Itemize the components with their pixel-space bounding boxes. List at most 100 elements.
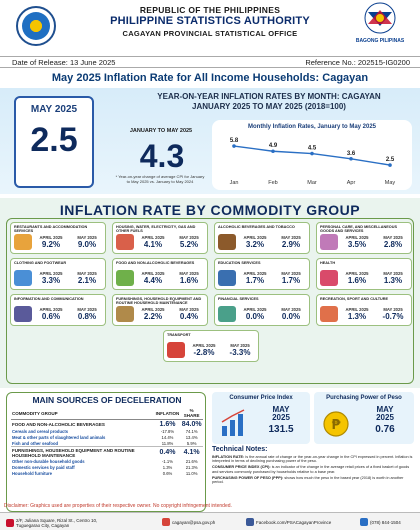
- april-label: APRIL 2025: [345, 235, 369, 240]
- may-label: MAY 2025: [179, 235, 199, 240]
- april-block: APRIL 2025 1.3%: [339, 307, 375, 321]
- email-icon: [162, 518, 170, 526]
- data-point: [271, 149, 275, 154]
- jan-may-label: JANUARY TO MAY 2025: [129, 128, 193, 134]
- april-label: APRIL 2025: [243, 307, 267, 312]
- may-label: MAY 2025: [383, 271, 403, 276]
- col-inflation: INFLATION: [154, 407, 181, 420]
- april-block: APRIL 2025 4.1%: [135, 235, 171, 249]
- april-block: APRIL 2025 1.6%: [339, 271, 375, 285]
- april-value: 1.7%: [245, 276, 265, 285]
- may-value: 0.4%: [179, 312, 199, 321]
- commodity-icon: [14, 234, 32, 250]
- chart-title: Monthly Inflation Rates, January to May …: [247, 124, 377, 130]
- row-share: 84.0%: [181, 420, 202, 428]
- commodity-card: FOOD AND NON-ALCOHOLIC BEVERAGES APRIL 20…: [112, 258, 208, 290]
- may-label: MAY 2025: [383, 307, 403, 312]
- table-row: FURNISHINGS, HOUSEHOLD EQUIPMENT AND ROU…: [11, 446, 203, 458]
- row-commodity: FURNISHINGS, HOUSEHOLD EQUIPMENT AND ROU…: [11, 446, 155, 458]
- may-block: MAY 2025 0.8%: [69, 307, 105, 321]
- may-value: 2.9%: [281, 240, 301, 249]
- ppp-title: Purchasing Power of Peso: [326, 395, 402, 401]
- commodity-name: TRANSPORT: [167, 333, 191, 337]
- row-inflation: -1.1%: [162, 458, 173, 464]
- cpi-month: MAY 2025: [256, 406, 306, 422]
- april-block: APRIL 2025 3.2%: [237, 235, 273, 249]
- commodity-icon: [167, 342, 185, 358]
- data-point: [388, 163, 392, 167]
- phone-number: (078) 844-1504: [370, 519, 401, 525]
- commodity-icon: [116, 306, 134, 322]
- commodity-card: PERSONAL CARE, AND MISCELLANEOUS GOODS A…: [316, 222, 412, 254]
- april-value: 3.2%: [245, 240, 265, 249]
- disclaimer: Disclaimer: Graphics used are properties…: [4, 503, 232, 509]
- commodity-icon: [14, 270, 32, 286]
- may-label: MAY 2025: [281, 271, 301, 276]
- commodity-name: PERSONAL CARE, AND MISCELLANEOUS GOODS A…: [320, 225, 397, 234]
- commodity-card: EDUCATION SERVICES APRIL 2025 1.7% MAY 2025…: [214, 258, 310, 290]
- table-row: Meat & other parts of slaughtered land a…: [11, 434, 203, 440]
- april-block: APRIL 2025 -2.8%: [186, 343, 222, 357]
- april-label: APRIL 2025: [345, 271, 369, 276]
- note-inflation-term: INFLATION RATE:: [212, 454, 245, 459]
- monthly-chart-card: Monthly Inflation Rates, January to May …: [212, 120, 412, 190]
- footer-facebook[interactable]: Facebook.com/PSACagayanProvince: [246, 518, 331, 526]
- cpi-year-label: 2025: [272, 413, 290, 422]
- may-value: 2.5: [30, 121, 78, 159]
- commodity-icon: [116, 234, 134, 250]
- data-label: 4.9: [269, 143, 278, 149]
- may-label: MAY 2025: [30, 104, 78, 115]
- april-block: APRIL 2025 3.3%: [33, 271, 69, 285]
- april-block: APRIL 2025 1.7%: [237, 271, 273, 285]
- address-line1: 2/F, Juliana Square, Rizal St., Centro 1…: [16, 518, 98, 523]
- may-block: MAY 2025 1.6%: [171, 271, 207, 285]
- data-label: 3.6: [347, 151, 356, 157]
- page-title: May 2025 Inflation Rate for All Income H…: [51, 72, 369, 84]
- row-commodity: Household furniture: [12, 470, 53, 476]
- header-text: REPUBLIC OF THE PHILIPPINES PHILIPPINE S…: [70, 5, 350, 38]
- may-value: 0.8%: [77, 312, 97, 321]
- svg-text:₱: ₱: [331, 418, 341, 433]
- republic-label: REPUBLIC OF THE PHILIPPINES: [139, 5, 281, 15]
- agency-name: PHILIPPINE STATISTICS AUTHORITY: [110, 15, 310, 27]
- phone-icon: [360, 518, 368, 526]
- footer-email[interactable]: cagayan@psa.gov.ph: [162, 518, 215, 526]
- commodity-name: FOOD AND NON-ALCOHOLIC BEVERAGES: [116, 261, 195, 265]
- commodity-card: ALCOHOLIC BEVERAGES AND TOBACCO APRIL 202…: [214, 222, 310, 254]
- april-value: 0.6%: [41, 312, 61, 321]
- may-block: MAY 2025 2.9%: [273, 235, 309, 249]
- release-date: Date of Release: 13 June 2025: [12, 58, 116, 67]
- facebook-link[interactable]: Facebook.com/PSACagayanProvince: [256, 519, 332, 525]
- chart-up-icon: [221, 409, 245, 436]
- row-share: 11.0%: [185, 470, 198, 476]
- may-label: MAY 2025: [383, 235, 403, 240]
- col-share: % SHARE: [180, 407, 203, 420]
- facebook-icon: [246, 518, 254, 526]
- april-label: APRIL 2025: [141, 307, 165, 312]
- data-label: 4.5: [308, 146, 317, 152]
- april-block: APRIL 2025 4.4%: [135, 271, 171, 285]
- may-inflation-card: MAY 2025 2.5: [14, 96, 94, 188]
- commodity-section: INFLATION RATE BY COMMODITY GROUP RESTAU…: [0, 198, 420, 388]
- x-tick-label: Feb: [268, 180, 277, 186]
- commodity-icon: [320, 234, 338, 250]
- row-inflation: 14.4%: [161, 434, 174, 440]
- hero-title-line2: JANUARY 2025 TO MAY 2025 (2018=100): [192, 102, 346, 111]
- ppp-card: Purchasing Power of Peso ₱ MAY 2025 0.76: [314, 392, 414, 444]
- ppp-month: MAY 2025: [360, 406, 410, 422]
- footer-phone: (078) 844-1504: [360, 518, 401, 526]
- deceleration-panel: MAIN SOURCES OF DECELERATION COMMODITY G…: [6, 392, 206, 512]
- note-cpi-term: CONSUMER PRICE INDEX (CPI):: [212, 465, 271, 470]
- data-point: [310, 151, 314, 156]
- commodity-icon: [116, 270, 134, 286]
- row-inflation: 0.4%: [154, 446, 181, 458]
- email-link[interactable]: cagayan@psa.gov.ph: [172, 519, 216, 525]
- may-value: 1.7%: [281, 276, 301, 285]
- may-block: MAY 2025 1.3%: [375, 271, 411, 285]
- psa-logo: [16, 6, 56, 46]
- may-block: MAY 2025 -3.3%: [222, 343, 258, 357]
- note-ppp-text: shows how much the peso in the based yea…: [212, 475, 404, 485]
- ppp-month-label: MAY: [376, 405, 394, 414]
- may-value: 5.2%: [179, 240, 199, 249]
- may-value: 9.0%: [77, 240, 97, 249]
